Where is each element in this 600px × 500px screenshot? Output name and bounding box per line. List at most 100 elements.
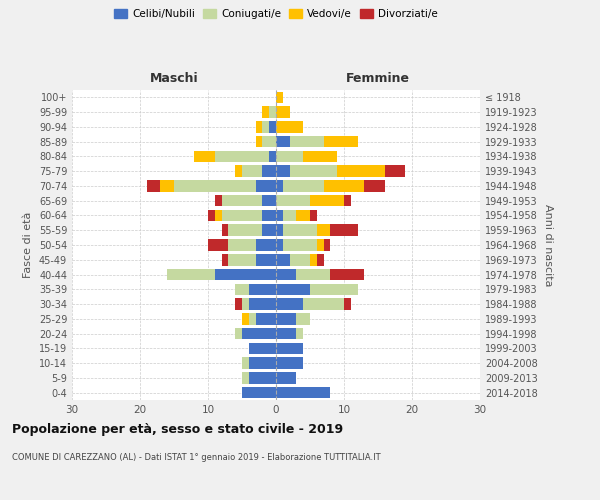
Bar [310, 210, 317, 221]
Bar [276, 269, 296, 280]
Bar [276, 254, 290, 266]
Bar [276, 298, 303, 310]
Text: Femmine: Femmine [346, 72, 410, 85]
Text: Maschi: Maschi [149, 72, 199, 85]
Bar [269, 121, 276, 132]
Bar [296, 313, 310, 324]
Bar [242, 328, 276, 340]
Bar [276, 387, 331, 398]
Bar [276, 106, 290, 118]
Bar [262, 224, 276, 236]
Bar [276, 224, 283, 236]
Bar [235, 328, 242, 340]
Bar [215, 269, 276, 280]
Bar [323, 180, 364, 192]
Bar [262, 121, 269, 132]
Bar [249, 372, 276, 384]
Bar [215, 195, 221, 206]
Bar [290, 166, 337, 177]
Bar [256, 254, 276, 266]
Bar [221, 210, 262, 221]
Bar [296, 269, 331, 280]
Bar [310, 195, 344, 206]
Y-axis label: Anni di nascita: Anni di nascita [543, 204, 553, 286]
Bar [194, 150, 215, 162]
Bar [276, 358, 303, 369]
Bar [160, 180, 174, 192]
Bar [242, 358, 249, 369]
Bar [229, 254, 256, 266]
Bar [323, 136, 358, 147]
Bar [174, 180, 256, 192]
Bar [256, 136, 262, 147]
Bar [290, 254, 310, 266]
Bar [310, 254, 317, 266]
Bar [256, 313, 276, 324]
Bar [249, 298, 276, 310]
Bar [229, 224, 262, 236]
Bar [303, 298, 344, 310]
Bar [290, 136, 323, 147]
Bar [235, 284, 249, 295]
Bar [303, 150, 337, 162]
Bar [229, 239, 256, 251]
Bar [276, 342, 303, 354]
Bar [317, 254, 323, 266]
Bar [269, 106, 276, 118]
Bar [331, 269, 364, 280]
Bar [385, 166, 405, 177]
Bar [256, 180, 276, 192]
Bar [276, 121, 303, 132]
Bar [276, 372, 296, 384]
Bar [276, 92, 283, 103]
Bar [296, 210, 310, 221]
Bar [208, 210, 215, 221]
Bar [283, 224, 317, 236]
Bar [208, 239, 229, 251]
Bar [256, 239, 276, 251]
Bar [249, 342, 276, 354]
Bar [215, 150, 269, 162]
Bar [276, 313, 296, 324]
Y-axis label: Fasce di età: Fasce di età [23, 212, 33, 278]
Bar [242, 166, 262, 177]
Bar [283, 210, 296, 221]
Bar [276, 136, 290, 147]
Bar [364, 180, 385, 192]
Bar [249, 358, 276, 369]
Bar [276, 195, 310, 206]
Bar [276, 210, 283, 221]
Bar [276, 284, 310, 295]
Text: Popolazione per età, sesso e stato civile - 2019: Popolazione per età, sesso e stato civil… [12, 422, 343, 436]
Bar [242, 387, 276, 398]
Bar [249, 284, 276, 295]
Bar [276, 150, 303, 162]
Bar [242, 298, 249, 310]
Bar [337, 166, 385, 177]
Bar [331, 224, 358, 236]
Bar [296, 328, 303, 340]
Bar [249, 313, 256, 324]
Bar [147, 180, 160, 192]
Bar [323, 239, 331, 251]
Bar [317, 224, 331, 236]
Bar [242, 313, 249, 324]
Bar [262, 210, 276, 221]
Bar [262, 166, 276, 177]
Bar [242, 372, 249, 384]
Bar [269, 150, 276, 162]
Bar [276, 180, 283, 192]
Bar [262, 106, 269, 118]
Bar [221, 254, 229, 266]
Text: COMUNE DI CAREZZANO (AL) - Dati ISTAT 1° gennaio 2019 - Elaborazione TUTTITALIA.: COMUNE DI CAREZZANO (AL) - Dati ISTAT 1°… [12, 452, 380, 462]
Bar [235, 166, 242, 177]
Bar [283, 239, 317, 251]
Bar [215, 210, 221, 221]
Bar [221, 224, 229, 236]
Bar [276, 166, 290, 177]
Bar [256, 121, 262, 132]
Bar [317, 239, 323, 251]
Bar [235, 298, 242, 310]
Bar [262, 136, 276, 147]
Bar [276, 239, 283, 251]
